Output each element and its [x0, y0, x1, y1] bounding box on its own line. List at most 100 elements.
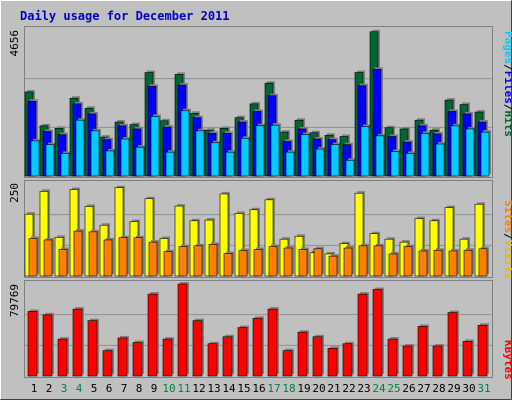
- pages-bar-face: [270, 124, 280, 177]
- kbytes-bar: [447, 310, 459, 377]
- pages-bar-face: [135, 146, 145, 177]
- sites-bar: [58, 247, 69, 277]
- kbytes-bar-face: [162, 338, 173, 377]
- pages-bar: [135, 145, 146, 177]
- pages-bar: [315, 147, 326, 177]
- kbytes-bar-face: [87, 320, 98, 377]
- sites-bar-face: [463, 249, 473, 277]
- pages-bar: [120, 136, 131, 177]
- sites-bar: [268, 244, 279, 277]
- pages-bar: [390, 149, 401, 177]
- x-axis-label: 11: [177, 382, 190, 395]
- pages-bar: [270, 123, 281, 177]
- kbytes-bar: [102, 348, 114, 377]
- pages-bar-face: [105, 150, 115, 177]
- kbytes-bar: [222, 334, 234, 377]
- x-axis-label: 1: [31, 382, 38, 395]
- x-axis-label: 5: [91, 382, 98, 395]
- kbytes-bar-face: [327, 348, 338, 377]
- pages-bar-face: [285, 151, 295, 177]
- sites-bar-face: [133, 237, 143, 277]
- sites-bar-face: [253, 249, 263, 277]
- sites-bar-face: [358, 245, 368, 277]
- kbytes-bar: [267, 307, 279, 377]
- pages-bar: [75, 118, 86, 177]
- sites-bar: [388, 251, 399, 277]
- kbytes-bar: [132, 340, 144, 377]
- kbytes-bar-face: [57, 338, 68, 377]
- legend-hits: Hits: [502, 111, 512, 138]
- kbytes-bar: [297, 330, 309, 377]
- sites-bar-face: [478, 248, 488, 277]
- kbytes-bar-face: [402, 345, 413, 377]
- pages-bar: [345, 158, 356, 177]
- pages-bar-face: [360, 126, 370, 177]
- pages-bar-face: [45, 144, 55, 177]
- pages-bar: [480, 130, 491, 177]
- pages-bar: [225, 150, 236, 177]
- pages-bar: [285, 150, 296, 177]
- kbytes-bar: [357, 292, 369, 377]
- pages-bar: [105, 148, 116, 177]
- pages-bar: [240, 136, 251, 177]
- x-axis-label: 14: [222, 382, 236, 395]
- kbytes-bar-face: [447, 312, 458, 377]
- sites-bar: [193, 243, 204, 277]
- pages-bar-face: [75, 119, 85, 177]
- visits-ymax-label: 250: [8, 183, 21, 203]
- legend-visits: Visits: [502, 240, 512, 280]
- sites-bar: [43, 237, 54, 277]
- sites-bar-face: [223, 253, 233, 277]
- kbytes-bar-face: [417, 326, 428, 377]
- sites-bar: [178, 244, 189, 277]
- hits-legend: Pages/Files/Hits: [502, 31, 512, 137]
- kbytes-bar: [417, 324, 429, 377]
- pages-bar-face: [345, 160, 355, 177]
- pages-bar: [30, 138, 41, 177]
- pages-bar-face: [390, 151, 400, 177]
- x-axis-label: 10: [162, 382, 175, 395]
- x-axis-label: 3: [61, 382, 68, 395]
- sites-bar: [133, 235, 144, 277]
- pages-bar-face: [30, 140, 40, 177]
- kbytes-bar-face: [237, 327, 248, 377]
- sites-bar-face: [388, 253, 398, 277]
- bars-layer: [24, 29, 491, 377]
- kbytes-bar: [42, 312, 54, 377]
- sites-bar-face: [193, 245, 203, 277]
- x-axis-label: 25: [387, 382, 400, 395]
- pages-bar-face: [240, 138, 250, 177]
- sites-bar-face: [73, 230, 83, 277]
- kbytes-bar-face: [372, 289, 383, 377]
- kbytes-bar: [192, 318, 204, 377]
- pages-bar: [195, 128, 206, 177]
- kbytes-bar-face: [147, 293, 158, 377]
- pages-bar: [255, 123, 266, 177]
- x-axis-label: 18: [282, 382, 295, 395]
- sites-bar: [343, 246, 354, 277]
- sites-bar-face: [178, 246, 188, 277]
- sites-bar: [28, 236, 39, 277]
- kbytes-bar: [402, 344, 414, 377]
- x-axis-label: 6: [106, 382, 113, 395]
- sites-bar: [283, 246, 294, 277]
- kbytes-bar: [177, 282, 189, 377]
- kbytes-bar-face: [132, 342, 143, 377]
- pages-bar: [60, 151, 71, 177]
- sites-bar-face: [433, 249, 443, 277]
- sites-bar: [88, 229, 99, 277]
- kbytes-bar-face: [117, 337, 128, 377]
- legend-files: Files: [502, 71, 512, 104]
- sites-bar: [103, 237, 114, 277]
- sites-bar: [208, 242, 219, 277]
- kbytes-bar-face: [27, 311, 38, 377]
- pages-bar-face: [330, 144, 340, 177]
- pages-bar-face: [210, 142, 220, 177]
- x-axis-label: 8: [136, 382, 143, 395]
- kbytes-bar-face: [252, 318, 263, 377]
- pages-bar-face: [405, 153, 415, 177]
- pages-bar: [375, 133, 386, 177]
- x-axis-labels: 1 2 3 4 5 6 7 8 9 10 11 12 13 14 15 16 17 18 19 20 21 22 23 24 2…: [31, 382, 491, 395]
- kbytes-bar-face: [357, 293, 368, 377]
